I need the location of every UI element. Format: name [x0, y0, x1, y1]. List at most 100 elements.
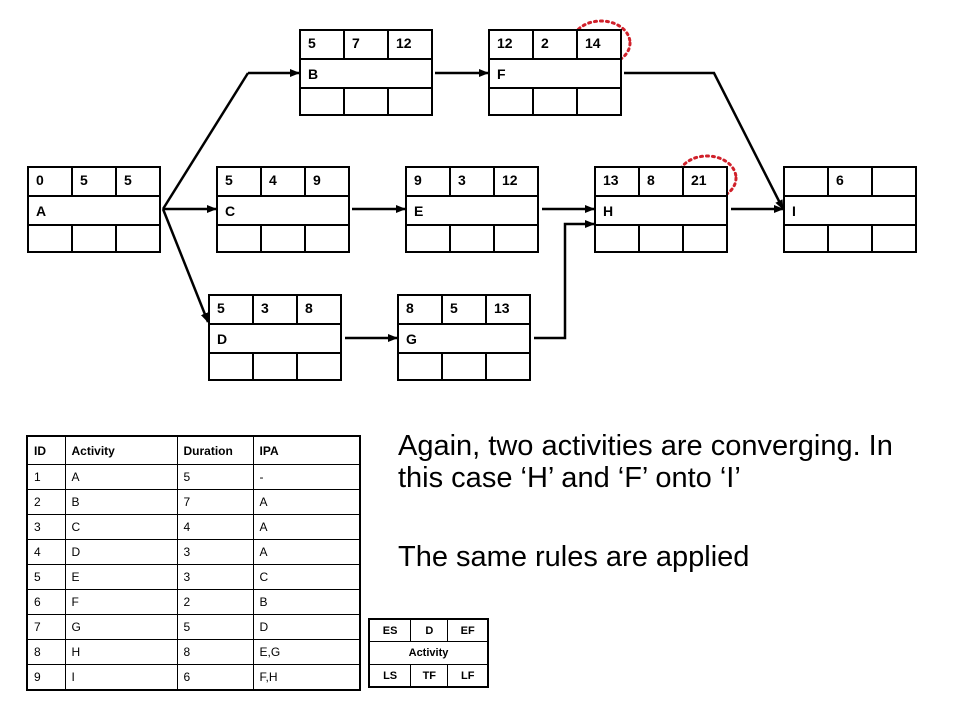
- duration-value: 5: [443, 296, 487, 323]
- activity-label: D: [217, 331, 228, 347]
- lf-cell: [487, 354, 529, 379]
- cell-activity: C: [64, 514, 178, 540]
- cell-ipa: F,H: [252, 664, 361, 691]
- cell-ipa: -: [252, 464, 361, 490]
- cell-ipa: D: [252, 614, 361, 640]
- activity-label: A: [36, 203, 47, 219]
- activity-label: E: [414, 203, 424, 219]
- header-activity: Activity: [64, 435, 178, 465]
- es-value: 0: [29, 168, 73, 195]
- tf-cell: [345, 89, 389, 114]
- activity-label: I: [792, 203, 796, 219]
- legend-tf: TF: [410, 664, 449, 688]
- tf-cell: [254, 354, 298, 379]
- ef-value: [873, 168, 915, 195]
- duration-value: 6: [829, 168, 873, 195]
- ls-cell: [399, 354, 443, 379]
- cell-duration: 8: [176, 639, 254, 665]
- cell-activity: E: [64, 564, 178, 590]
- cell-ipa: C: [252, 564, 361, 590]
- cell-duration: 4: [176, 514, 254, 540]
- lf-cell: [298, 354, 340, 379]
- cell-id: 2: [26, 489, 66, 515]
- ef-value: 8: [305, 300, 313, 316]
- legend-d: D: [410, 618, 449, 642]
- duration-value: 4: [262, 168, 306, 195]
- arrow-a-d: [161, 208, 210, 323]
- lf-cell: [578, 89, 620, 114]
- cell-id: 3: [26, 514, 66, 540]
- duration-value: 2: [534, 31, 578, 58]
- cell-duration: 5: [176, 614, 254, 640]
- es-value: 5: [210, 296, 254, 323]
- activity-label: F: [497, 66, 506, 82]
- cell-id: 9: [26, 664, 66, 691]
- arrow-a-b: [161, 72, 250, 210]
- es-value: 8: [399, 296, 443, 323]
- cell-duration: 3: [176, 539, 254, 565]
- es-value: 9: [407, 168, 451, 195]
- es-value: 13: [596, 168, 640, 195]
- cell-duration: 5: [176, 464, 254, 490]
- activity-label: B: [308, 66, 319, 82]
- table-row: 9 I 6 F,H: [26, 664, 361, 691]
- activity-label: G: [406, 331, 417, 347]
- duration-value: 5: [73, 168, 117, 195]
- es-value: [785, 168, 829, 195]
- node-i: 6 I: [783, 166, 917, 253]
- arrow-g-h: [534, 220, 595, 340]
- lf-cell: [389, 89, 431, 114]
- cell-id: 8: [26, 639, 66, 665]
- cell-activity: H: [64, 639, 178, 665]
- duration-value: 3: [451, 168, 495, 195]
- cell-ipa: B: [252, 589, 361, 615]
- lf-cell: [684, 226, 726, 251]
- cell-id: 7: [26, 614, 66, 640]
- cell-activity: G: [64, 614, 178, 640]
- cell-activity: B: [64, 489, 178, 515]
- lf-cell: [873, 226, 915, 251]
- table-row: 8 H 8 E,G: [26, 639, 361, 665]
- es-value: 12: [490, 31, 534, 58]
- cell-ipa: A: [252, 514, 361, 540]
- cell-activity: D: [64, 539, 178, 565]
- ls-cell: [596, 226, 640, 251]
- ls-cell: [218, 226, 262, 251]
- cell-ipa: E,G: [252, 639, 361, 665]
- cell-duration: 6: [176, 664, 254, 691]
- cell-duration: 7: [176, 489, 254, 515]
- node-h: 13 8 21 H: [594, 166, 728, 253]
- ls-cell: [407, 226, 451, 251]
- cell-id: 4: [26, 539, 66, 565]
- node-b: 5 7 12 B: [299, 29, 433, 116]
- es-value: 5: [301, 31, 345, 58]
- cell-ipa: A: [252, 489, 361, 515]
- header-id: ID: [26, 435, 66, 465]
- lf-cell: [495, 226, 537, 251]
- explanation-text: Again, two activities are converging. In…: [398, 430, 893, 494]
- duration-value: 3: [254, 296, 298, 323]
- duration-value: 8: [640, 168, 684, 195]
- cell-duration: 2: [176, 589, 254, 615]
- ef-value: 9: [313, 172, 321, 188]
- cell-id: 6: [26, 589, 66, 615]
- header-duration: Duration: [176, 435, 254, 465]
- tf-cell: [443, 354, 487, 379]
- cell-ipa: A: [252, 539, 361, 565]
- activity-label: C: [225, 203, 236, 219]
- tf-cell: [451, 226, 495, 251]
- lf-cell: [117, 226, 159, 251]
- tf-cell: [829, 226, 873, 251]
- node-g: 8 5 13 G: [397, 294, 531, 381]
- lf-cell: [306, 226, 348, 251]
